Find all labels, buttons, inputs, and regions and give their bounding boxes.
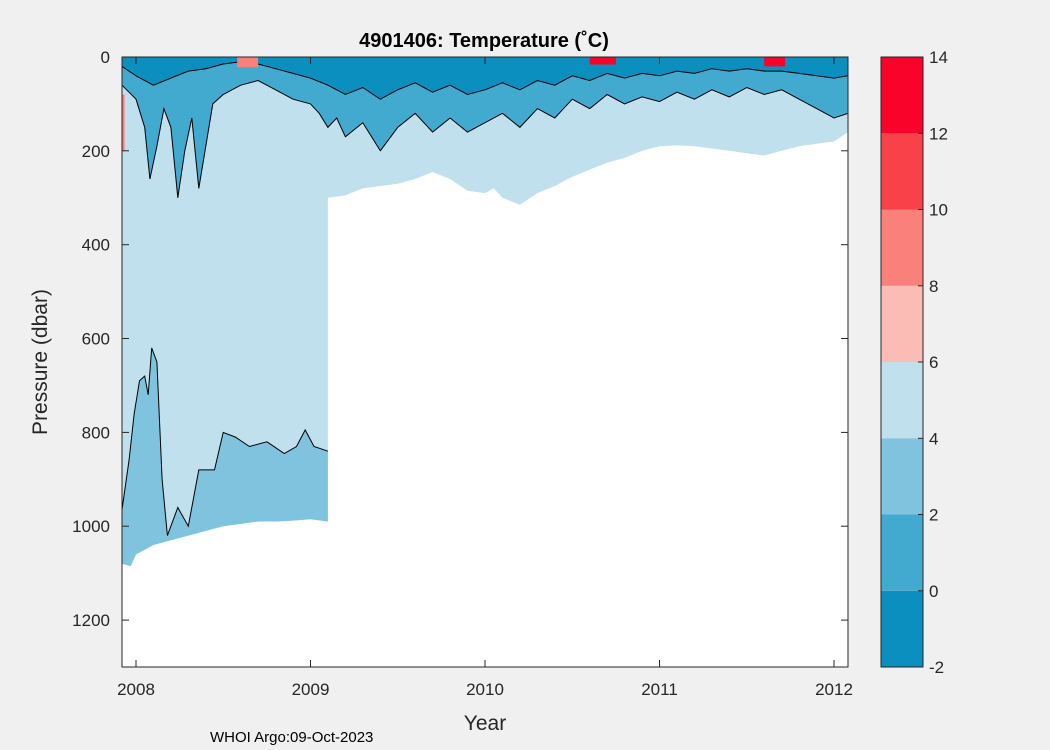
colorbar-tick-label: 4: [929, 429, 938, 448]
x-tick-label: 2012: [815, 680, 853, 699]
temperature-band-2-4: [122, 347, 328, 567]
x-tick-label: 2008: [117, 680, 155, 699]
temperature-band--2: [122, 57, 848, 100]
colorbar-tick-label: 6: [929, 353, 938, 372]
colorbar-tick-label: 14: [929, 48, 948, 67]
colorbar-band: [881, 590, 923, 668]
colorbar-tick-label: 12: [929, 124, 948, 143]
chart-title: 4901406: Temperature (˚C): [359, 29, 609, 52]
colorbar-tick-label: 8: [929, 277, 938, 296]
plot-area: 2008 2009 2010 2011 2012 0 200 400 600 800 1000 12…: [72, 48, 853, 699]
y-tick-label: 600: [82, 330, 110, 349]
colorbar-band: [881, 57, 923, 134]
warm-water-patch: [237, 57, 259, 68]
colorbar: -2 0 2 4 6 8 10 12 14: [880, 48, 948, 677]
x-tick-label: 2009: [292, 680, 330, 699]
y-tick-label: 0: [101, 48, 110, 67]
warm-water-patch: [122, 94, 125, 151]
y-tick-label: 400: [82, 236, 110, 255]
colorbar-frame: [880, 56, 924, 668]
colorbar-band: [881, 285, 923, 363]
y-axis-label: Pressure (dbar): [29, 289, 52, 435]
y-axis-ticks: 0 200 400 600 800 1000 1200: [72, 48, 848, 630]
colorbar-tick-label: -2: [929, 658, 944, 677]
colorbar-band: [881, 438, 923, 515]
plot-frame: [121, 56, 849, 668]
colorbar-band: [881, 362, 923, 439]
y-tick-label: 200: [82, 142, 110, 161]
x-axis-label: Year: [464, 712, 506, 735]
data-layers: [122, 57, 848, 567]
temperature-band-0: [122, 57, 848, 198]
credit-text: WHOI Argo:09-Oct-2023: [210, 729, 373, 746]
y-tick-label: 800: [82, 423, 110, 442]
colorbar-tick-label: 0: [929, 582, 938, 601]
colorbar-band: [881, 514, 923, 591]
warm-water-patch: [764, 57, 786, 67]
contour-line: [122, 79, 848, 198]
x-axis-ticks: 2008 2009 2010 2011 2012: [117, 57, 853, 699]
colorbar-bands: [881, 57, 923, 668]
colorbar-tick-label: 10: [929, 201, 948, 220]
x-tick-label: 2010: [466, 680, 504, 699]
warm-water-patch: [589, 57, 616, 65]
colorbar-band: [881, 209, 923, 286]
x-tick-label: 2011: [641, 680, 678, 699]
colorbar-tick-label: 2: [929, 506, 938, 525]
y-tick-label: 1200: [72, 611, 110, 630]
colorbar-band: [881, 133, 923, 210]
colorbar-ticks: -2 0 2 4 6 8 10 12 14: [918, 48, 948, 677]
contour-line: [122, 347, 329, 536]
y-tick-label: 1000: [72, 517, 110, 536]
